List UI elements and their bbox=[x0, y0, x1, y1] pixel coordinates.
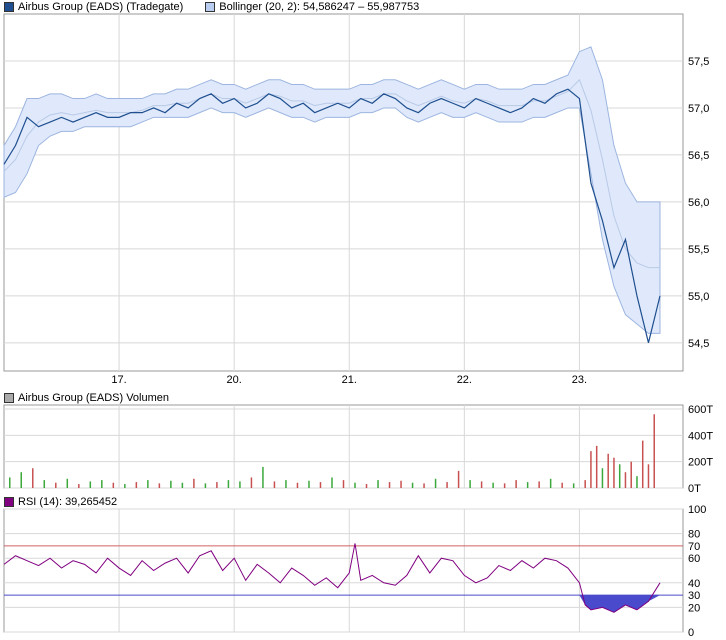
price-y-tick-label: 54,5 bbox=[688, 338, 709, 350]
rsi-line bbox=[3, 543, 661, 613]
rsi-y-tick-label: 20 bbox=[688, 602, 700, 614]
volume-y-tick-label: 0T bbox=[688, 483, 701, 495]
x-tick-label: 21. bbox=[342, 374, 357, 386]
price-y-tick-label: 56,0 bbox=[688, 197, 709, 209]
x-tick-label: 20. bbox=[227, 374, 242, 386]
x-tick-label: 17. bbox=[111, 374, 126, 386]
bollinger-band bbox=[3, 46, 661, 334]
price-y-tick-label: 57,5 bbox=[688, 56, 709, 68]
volume-y-tick-label: 400T bbox=[688, 430, 713, 442]
price-line bbox=[3, 88, 661, 343]
rsi-y-tick-label: 30 bbox=[688, 590, 700, 602]
rsi-y-tick-label: 40 bbox=[688, 578, 700, 590]
rsi-oversold-fill bbox=[4, 595, 660, 613]
price-y-tick-label: 56,5 bbox=[688, 150, 709, 162]
x-tick-label: 23. bbox=[572, 374, 587, 386]
rsi-y-tick-label: 0 bbox=[688, 627, 694, 639]
rsi-y-tick-label: 80 bbox=[688, 529, 700, 541]
rsi-legend-swatch bbox=[4, 497, 14, 507]
bollinger-legend-swatch bbox=[205, 2, 216, 12]
volume-legend-label: Airbus Group (EADS) Volumen bbox=[18, 392, 170, 404]
rsi-legend: RSI (14): 39,265452 bbox=[4, 495, 117, 509]
price-y-tick-label: 57,0 bbox=[688, 103, 709, 115]
price-legend-label: Airbus Group (EADS) (Tradegate) bbox=[18, 1, 184, 13]
price-y-tick-label: 55,0 bbox=[688, 291, 709, 303]
volume-legend: Airbus Group (EADS) Volumen bbox=[4, 391, 169, 405]
rsi-panel-frame bbox=[3, 508, 684, 633]
rsi-y-tick-label: 100 bbox=[688, 504, 706, 516]
volume-y-tick-label: 600T bbox=[688, 404, 713, 416]
x-tick-label: 22. bbox=[457, 374, 472, 386]
bollinger-legend-label: Bollinger (20, 2): 54,586247 – 55,987753 bbox=[219, 1, 420, 13]
rsi-y-tick-label: 70 bbox=[688, 541, 700, 553]
rsi-legend-label: RSI (14): 39,265452 bbox=[18, 496, 118, 508]
price-legend: Airbus Group (EADS) (Tradegate) Bollinge… bbox=[4, 0, 419, 14]
price-y-tick-label: 55,5 bbox=[688, 244, 709, 256]
rsi-y-tick-label: 60 bbox=[688, 553, 700, 565]
vol-panel-frame bbox=[3, 404, 684, 489]
price-legend-swatch bbox=[4, 2, 14, 12]
volume-y-tick-label: 200T bbox=[688, 457, 713, 469]
volume-legend-swatch bbox=[4, 393, 14, 403]
